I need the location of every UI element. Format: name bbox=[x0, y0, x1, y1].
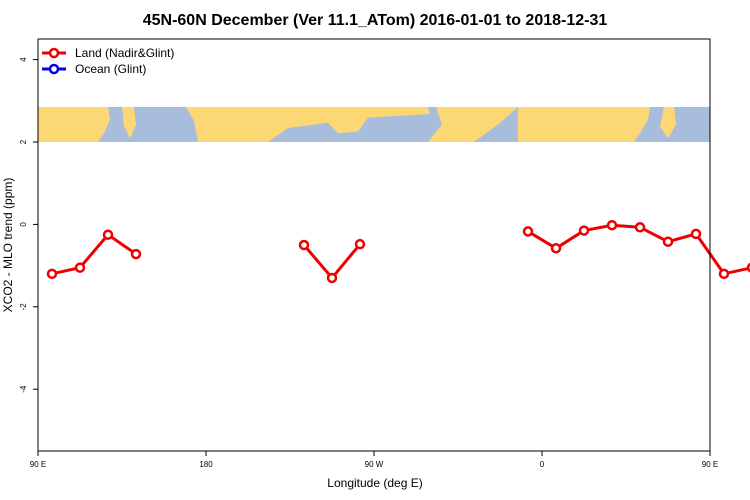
map-landmass bbox=[660, 106, 676, 139]
legend-land-label: Land (Nadir&Glint) bbox=[75, 46, 174, 60]
legend-item-ocean: Ocean (Glint) bbox=[42, 62, 146, 76]
y-tick-label: 4 bbox=[19, 57, 28, 62]
map-landmass bbox=[518, 106, 650, 142]
x-tick-label: 0 bbox=[540, 460, 545, 469]
data-point bbox=[550, 243, 562, 254]
x-axis-label: Longitude (deg E) bbox=[327, 476, 422, 490]
data-point bbox=[690, 228, 702, 240]
x-tick-label: 90 E bbox=[30, 460, 46, 469]
map-landmass bbox=[428, 106, 518, 142]
data-point bbox=[606, 219, 618, 231]
map-landmass bbox=[122, 106, 136, 139]
data-point bbox=[298, 239, 310, 251]
legend-item-land: Land (Nadir&Glint) bbox=[42, 46, 174, 60]
legend-land-marker bbox=[48, 47, 60, 59]
map-landmass bbox=[38, 106, 110, 142]
legend-ocean-marker bbox=[48, 63, 60, 75]
map-landmass bbox=[186, 106, 430, 142]
data-point bbox=[74, 262, 86, 273]
data-point bbox=[130, 248, 142, 260]
y-tick-label: -2 bbox=[19, 303, 28, 311]
legend: Land (Nadir&Glint) Ocean (Glint) bbox=[42, 46, 174, 76]
map-land bbox=[38, 106, 676, 142]
data-point bbox=[718, 268, 730, 280]
data-point bbox=[46, 268, 58, 280]
axis-ticks: 90 E 180 90 W 0 90 E 4 2 0 -2 -4 bbox=[19, 57, 718, 469]
y-tick-label: 0 bbox=[19, 222, 28, 227]
world-map-strip bbox=[38, 106, 710, 142]
data-point bbox=[634, 222, 646, 233]
data-point bbox=[326, 272, 338, 284]
data-point bbox=[102, 229, 114, 240]
y-tick-label: 2 bbox=[19, 139, 28, 144]
x-tick-label: 180 bbox=[199, 460, 213, 469]
x-tick-label: 90 W bbox=[365, 460, 384, 469]
data-point bbox=[662, 236, 674, 247]
chart-title: 45N-60N December (Ver 11.1_ATom) 2016-01… bbox=[143, 12, 608, 29]
plot-frame bbox=[37, 38, 711, 452]
x-tick-label: 90 E bbox=[702, 460, 718, 469]
data-point bbox=[354, 238, 366, 250]
data-point bbox=[578, 225, 590, 236]
legend-ocean-label: Ocean (Glint) bbox=[75, 62, 146, 76]
series-line bbox=[51, 233, 137, 276]
y-axis-label: XCO2 - MLO trend (ppm) bbox=[1, 178, 15, 313]
data-point bbox=[522, 226, 534, 237]
series-line bbox=[527, 223, 750, 276]
y-tick-label: -4 bbox=[19, 385, 28, 393]
plot-series bbox=[46, 219, 750, 284]
